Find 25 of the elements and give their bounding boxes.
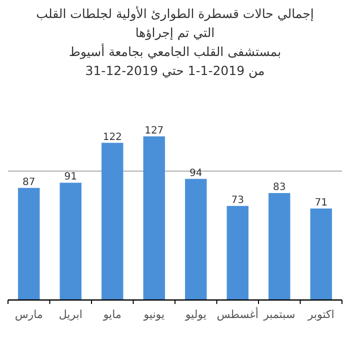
- data-label: 91: [64, 172, 77, 183]
- bar: [310, 208, 332, 300]
- data-label: 127: [144, 125, 164, 136]
- x-tick-label: ابريل: [58, 308, 82, 321]
- data-label: 87: [22, 176, 36, 188]
- data-label: 71: [314, 198, 328, 209]
- bar: [60, 182, 82, 300]
- x-tick-label: يوليو: [184, 308, 206, 321]
- data-label: 83: [273, 182, 286, 194]
- data-label: 122: [102, 132, 122, 143]
- data-label: 73: [231, 194, 244, 206]
- x-tick-label: سبتمبر: [262, 308, 296, 321]
- bar: [143, 136, 165, 300]
- x-tick-label: اكتوبر: [306, 308, 334, 321]
- bar: [102, 142, 124, 300]
- bar: [185, 178, 207, 300]
- bar: [268, 193, 290, 300]
- bar: [18, 188, 40, 300]
- chart-title: إجمالي حالات قسطرة الطوارئ الأولية لجلطات القلب التي تم إجراؤها بمستشفى القلب الجامعي بجامعة أسيوط من 2019-1-1 حتي 2019-12-31: [36, 6, 314, 79]
- data-label: 94: [190, 168, 202, 179]
- x-tick-label: يونيو: [142, 308, 165, 321]
- x-tick-label: أغسطس: [216, 307, 258, 321]
- x-tick-label: مايو: [102, 308, 122, 321]
- x-tick-label: مارس: [14, 308, 43, 321]
- bar: [226, 206, 248, 300]
